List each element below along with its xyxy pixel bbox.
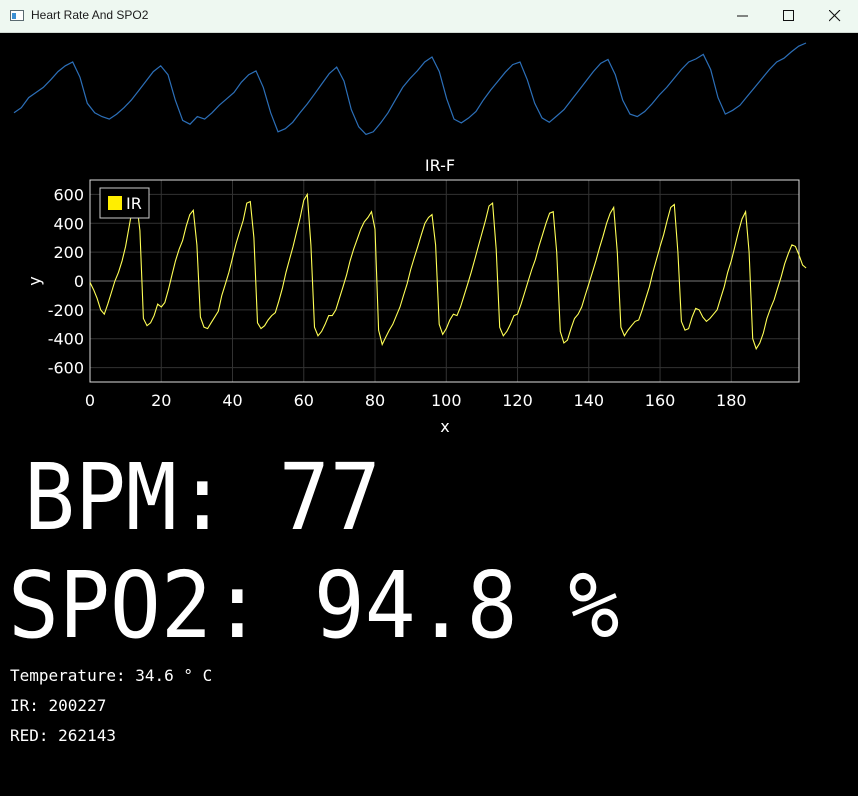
raw-signal-line — [14, 43, 806, 134]
y-tick-label: -600 — [48, 359, 84, 378]
y-tick-label: 600 — [53, 185, 84, 204]
title-bar[interactable]: Heart Rate And SPO2 — [0, 0, 858, 33]
chart-grid — [90, 180, 799, 382]
y-tick-label: -200 — [48, 301, 84, 320]
spo2-readout: SPO2: 94.8 % — [8, 556, 619, 656]
temperature-readout: Temperature: 34.6 ° C — [10, 666, 212, 686]
y-tick-label: 0 — [74, 272, 84, 291]
x-tick-label: 160 — [645, 391, 676, 410]
x-tick-label: 40 — [222, 391, 242, 410]
chart-title: IR-F — [425, 156, 455, 175]
x-tick-label: 140 — [574, 391, 605, 410]
x-tick-label: 100 — [431, 391, 462, 410]
bpm-readout: BPM: 77 — [24, 448, 381, 548]
legend-swatch — [108, 196, 122, 210]
y-tick-label: 200 — [53, 243, 84, 262]
close-button[interactable] — [812, 0, 858, 32]
main-window: IR-F 600 400 200 0 -200 -400 -600 0 20 40 60 80 100… — [4, 33, 842, 796]
x-axis-ticks: 0 20 40 60 80 100 120 140 160 180 — [85, 391, 747, 410]
legend: IR — [100, 188, 149, 218]
y-tick-label: 400 — [53, 214, 84, 233]
ir-series-line — [90, 194, 806, 348]
window-title: Heart Rate And SPO2 — [31, 8, 148, 22]
x-axis-label: x — [440, 417, 449, 436]
ir-readout: IR: 200227 — [10, 696, 106, 716]
raw-signal-plot — [4, 33, 842, 143]
x-tick-label: 60 — [294, 391, 314, 410]
maximize-button[interactable] — [766, 0, 812, 32]
close-icon — [829, 10, 841, 22]
minimize-button[interactable] — [720, 0, 766, 32]
x-tick-label: 80 — [365, 391, 385, 410]
x-tick-label: 180 — [716, 391, 747, 410]
minimize-icon — [737, 10, 749, 22]
legend-label: IR — [126, 194, 142, 213]
red-readout: RED: 262143 — [10, 726, 116, 746]
y-tick-label: -400 — [48, 330, 84, 349]
ir-filtered-chart: IR-F 600 400 200 0 -200 -400 -600 0 20 40 60 80 100… — [10, 143, 810, 443]
y-axis-ticks: 600 400 200 0 -200 -400 -600 — [48, 185, 84, 377]
x-tick-label: 20 — [151, 391, 171, 410]
maximize-icon — [783, 10, 795, 22]
y-axis-label: y — [25, 276, 44, 285]
x-tick-label: 120 — [502, 391, 533, 410]
app-window-icon — [10, 10, 24, 21]
x-tick-label: 0 — [85, 391, 95, 410]
